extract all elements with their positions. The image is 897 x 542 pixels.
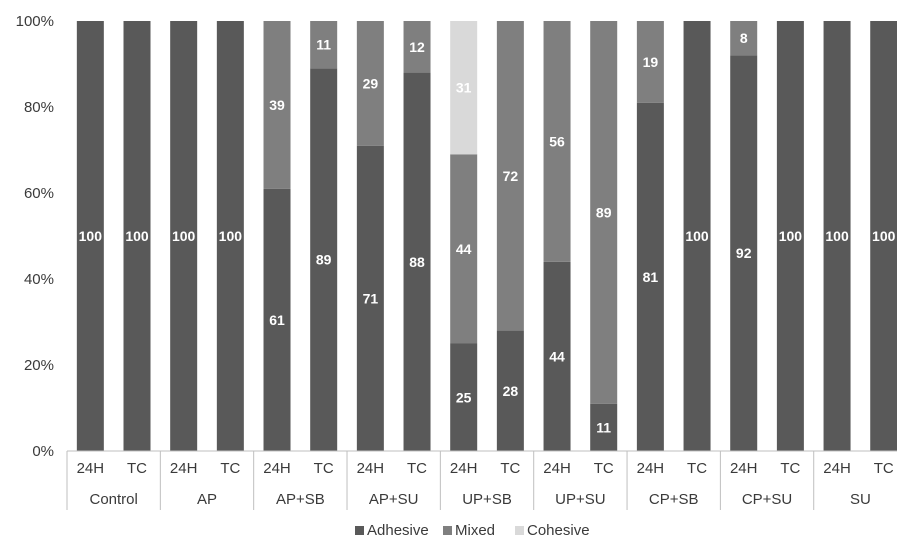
data-label: 89 — [596, 204, 612, 220]
bar-segment-mixed — [543, 21, 571, 262]
x-group-label: UP+SB — [462, 491, 512, 508]
data-label: 100 — [872, 228, 896, 244]
bar-segment-mixed — [636, 21, 664, 103]
y-tick-label: 60% — [24, 185, 54, 202]
data-label: 81 — [643, 269, 659, 285]
x-subcategory-label: TC — [687, 460, 707, 477]
x-group-label: Control — [89, 491, 137, 508]
data-label: 29 — [363, 75, 379, 91]
x-subcategory-label: TC — [780, 460, 800, 477]
x-subcategory-label: 24H — [170, 460, 198, 477]
y-tick-label: 20% — [24, 357, 54, 374]
x-group-label: AP+SU — [369, 491, 419, 508]
x-subcategory-label: 24H — [77, 460, 105, 477]
data-label: 12 — [409, 39, 425, 55]
bar-segment-mixed — [450, 154, 478, 344]
bar-segment-mixed — [403, 21, 431, 73]
data-label: 100 — [825, 228, 849, 244]
y-tick-label: 40% — [24, 271, 54, 288]
legend-label: Mixed — [455, 522, 495, 539]
x-group-label: CP+SB — [649, 491, 699, 508]
bar-segment-adhesive — [636, 102, 664, 451]
bar-segment-adhesive — [543, 261, 571, 451]
legend-label: Adhesive — [367, 522, 429, 539]
bar-segment-adhesive — [730, 55, 758, 452]
x-subcategory-label: 24H — [357, 460, 385, 477]
data-label: 61 — [269, 312, 285, 328]
x-subcategory-label: 24H — [263, 460, 291, 477]
x-group-label: SU — [850, 491, 871, 508]
bar-segment-mixed — [590, 21, 618, 404]
bar-segment-adhesive — [496, 330, 524, 451]
x-group-label: UP+SU — [555, 491, 605, 508]
x-group-label: AP+SB — [276, 491, 325, 508]
x-group-label: AP — [197, 491, 217, 508]
data-label: 100 — [219, 228, 243, 244]
bar-segment-cohesive — [450, 21, 478, 155]
legend-label: Cohesive — [527, 522, 590, 539]
bar-segment-adhesive — [263, 188, 291, 451]
bar-segment-adhesive — [356, 145, 384, 451]
bar-segment-mixed — [496, 21, 524, 331]
x-subcategory-label: TC — [874, 460, 894, 477]
bar-segment-mixed — [263, 21, 291, 189]
x-subcategory-label: 24H — [450, 460, 478, 477]
x-group-label: CP+SU — [742, 491, 792, 508]
data-label: 100 — [125, 228, 149, 244]
bar-segment-adhesive — [310, 68, 338, 452]
data-label: 44 — [549, 348, 565, 364]
x-subcategory-label: 24H — [730, 460, 758, 477]
data-label: 8 — [740, 30, 748, 46]
data-label: 11 — [596, 419, 611, 435]
bar-segment-adhesive — [683, 21, 711, 451]
legend-swatch-adhesive — [355, 526, 364, 535]
x-subcategory-label: 24H — [637, 460, 665, 477]
x-subcategory-label: TC — [314, 460, 334, 477]
data-label: 28 — [503, 383, 519, 399]
data-label: 100 — [79, 228, 103, 244]
data-label: 100 — [779, 228, 803, 244]
bar-segment-adhesive — [823, 21, 851, 451]
bar-segment-adhesive — [870, 21, 897, 451]
data-label: 56 — [549, 133, 565, 149]
data-label: 100 — [685, 228, 709, 244]
data-label: 25 — [456, 389, 472, 405]
y-tick-label: 0% — [32, 443, 54, 460]
bar-segment-adhesive — [216, 21, 244, 451]
x-subcategory-label: TC — [220, 460, 240, 477]
data-label: 89 — [316, 252, 332, 268]
bar-segment-mixed — [730, 21, 758, 56]
x-subcategory-label: TC — [500, 460, 520, 477]
bar-segment-adhesive — [776, 21, 804, 451]
bar-segment-adhesive — [590, 403, 618, 451]
data-label: 100 — [172, 228, 196, 244]
x-subcategory-label: 24H — [823, 460, 851, 477]
data-label: 72 — [503, 168, 519, 184]
data-label: 44 — [456, 241, 472, 257]
bar-segment-adhesive — [123, 21, 151, 451]
bar-segment-adhesive — [76, 21, 104, 451]
data-label: 19 — [643, 54, 659, 70]
x-subcategory-label: TC — [407, 460, 427, 477]
data-label: 31 — [456, 80, 472, 96]
x-subcategory-label: TC — [127, 460, 147, 477]
bar-segment-adhesive — [403, 72, 431, 451]
data-label: 71 — [363, 290, 379, 306]
bar-segment-adhesive — [450, 343, 478, 451]
data-label: 11 — [316, 37, 331, 53]
y-tick-label: 100% — [16, 13, 54, 30]
legend-swatch-mixed — [443, 526, 452, 535]
data-label: 88 — [409, 254, 425, 270]
data-label: 39 — [269, 97, 285, 113]
bar-segment-adhesive — [170, 21, 198, 451]
legend-swatch-cohesive — [515, 526, 524, 535]
x-subcategory-label: 24H — [543, 460, 571, 477]
bar-segment-mixed — [310, 21, 338, 69]
bar-segment-mixed — [356, 21, 384, 146]
y-tick-label: 80% — [24, 99, 54, 116]
data-label: 92 — [736, 245, 752, 261]
x-subcategory-label: TC — [594, 460, 614, 477]
